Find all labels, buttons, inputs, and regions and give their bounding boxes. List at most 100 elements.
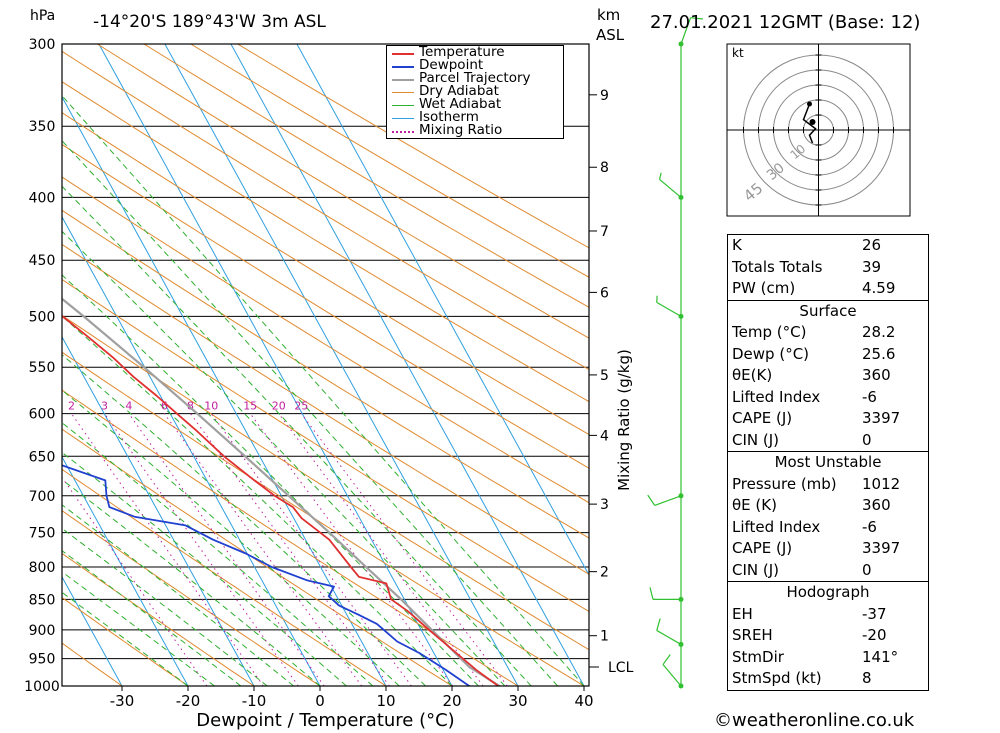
wind-barb bbox=[656, 295, 684, 319]
param-label: Dewp (°C) bbox=[732, 344, 810, 363]
param-label: EH bbox=[732, 604, 753, 623]
temperature-line bbox=[62, 314, 501, 686]
mixing-ratio-axis-title: Mixing Ratio (g/kg) bbox=[615, 349, 633, 491]
surface-row: CAPE (J) 3397 bbox=[728, 408, 928, 430]
surface-row: Lifted Index -6 bbox=[728, 387, 928, 409]
param-value: 0 bbox=[862, 430, 872, 449]
pressure-tick-label: 1000 bbox=[24, 679, 60, 695]
wet-adiabat-line bbox=[62, 185, 532, 686]
chart-legend: Temperature Dewpoint Parcel Trajectory D… bbox=[386, 45, 564, 139]
dry-adiabat-line bbox=[62, 468, 387, 686]
wind-barb bbox=[662, 654, 684, 689]
mixing-ratio-line bbox=[249, 413, 454, 686]
dry-adiabat-line bbox=[62, 314, 589, 651]
legend-swatch bbox=[392, 66, 414, 68]
wind-barb bbox=[649, 587, 684, 602]
isotherm-line bbox=[98, 44, 453, 686]
dewpoint-line bbox=[62, 464, 473, 686]
index-label: PW (cm) bbox=[732, 279, 796, 297]
km-tick-label: 6 bbox=[600, 285, 609, 301]
hodo-row: StmDir 141° bbox=[728, 647, 928, 669]
wet-adiabat-line bbox=[62, 389, 400, 686]
asl-unit: ASL bbox=[596, 26, 625, 44]
wind-barb-flag bbox=[656, 618, 661, 631]
param-value: 3397 bbox=[862, 539, 901, 557]
wet-adiabat-line bbox=[62, 451, 347, 686]
param-label: θE(K) bbox=[732, 366, 773, 384]
pressure-tick-label: 300 bbox=[29, 37, 56, 53]
hodograph-unit: kt bbox=[732, 46, 744, 60]
mixing-ratio-label: 8 bbox=[187, 400, 194, 413]
wet-adiabat-line bbox=[62, 354, 426, 686]
param-value: -6 bbox=[862, 517, 877, 536]
parcel-trajectory-line bbox=[62, 297, 502, 686]
wet-adiabat-line bbox=[62, 315, 453, 686]
mixing-ratio-label: 3 bbox=[101, 400, 108, 413]
param-label: Lifted Index bbox=[732, 517, 821, 536]
hodo-row: EH -37 bbox=[728, 604, 928, 626]
legend-item-isotherm: Isotherm bbox=[387, 109, 563, 125]
pressure-tick-label: 950 bbox=[29, 652, 56, 668]
wind-barb bbox=[656, 618, 684, 647]
wind-barb-staff bbox=[656, 629, 682, 645]
param-value: 360 bbox=[862, 366, 891, 384]
credit-link[interactable]: ©weatheronline.co.uk bbox=[714, 710, 915, 731]
dry-adiabat-line bbox=[237, 44, 589, 249]
isotherm-line bbox=[164, 44, 519, 686]
param-value: -6 bbox=[862, 387, 877, 406]
wet-adiabat-line bbox=[62, 94, 585, 686]
wet-adiabat-line bbox=[62, 140, 558, 686]
hodograph-title: Hodograph bbox=[728, 581, 928, 604]
legend-swatch bbox=[392, 53, 414, 55]
legend-swatch bbox=[392, 105, 414, 106]
param-value: 28.2 bbox=[862, 323, 896, 341]
wind-barb-flag bbox=[690, 17, 703, 20]
legend-label: Isotherm bbox=[419, 109, 479, 125]
wet-adiabat-line bbox=[62, 571, 215, 686]
km-tick-label: 3 bbox=[600, 497, 609, 513]
legend-item-temperature: Temperature bbox=[387, 44, 563, 60]
wind-barb bbox=[647, 493, 684, 506]
wind-barb-flag bbox=[662, 654, 671, 665]
legend-label: Mixing Ratio bbox=[419, 122, 503, 138]
param-value: 1012 bbox=[862, 474, 901, 493]
mu-row: CAPE (J) 3397 bbox=[728, 538, 928, 560]
dry-adiabat-line bbox=[62, 176, 589, 504]
hodo-row: StmSpd (kt) 8 bbox=[728, 668, 928, 690]
wind-barb bbox=[678, 17, 703, 47]
x-tick-label: -30 bbox=[110, 692, 135, 710]
isotherm-line bbox=[62, 95, 387, 686]
x-tick-label: 10 bbox=[376, 692, 395, 710]
index-value: 4.59 bbox=[862, 279, 896, 297]
wind-barb-staff bbox=[659, 178, 682, 198]
legend-swatch bbox=[392, 118, 414, 119]
hodo-row: SREH -20 bbox=[728, 625, 928, 647]
km-unit: km bbox=[597, 6, 621, 24]
mu-row: θE (K) 360 bbox=[728, 495, 928, 517]
dry-adiabat-line bbox=[62, 389, 519, 686]
mixing-ratio-label: 6 bbox=[161, 400, 168, 413]
param-label: Pressure (mb) bbox=[732, 474, 837, 493]
mu-row: Lifted Index -6 bbox=[728, 517, 928, 539]
legend-label: Temperature bbox=[419, 44, 505, 60]
mixing-ratio-label: 4 bbox=[125, 400, 132, 413]
mixing-ratio-label: 10 bbox=[204, 400, 218, 413]
pressure-unit: hPa bbox=[30, 8, 56, 24]
pressure-tick-label: 400 bbox=[29, 190, 56, 206]
surface-row: Temp (°C) 28.2 bbox=[728, 322, 928, 344]
km-tick-label: 9 bbox=[600, 88, 609, 104]
legend-swatch bbox=[392, 131, 414, 133]
x-tick-label: 20 bbox=[442, 692, 461, 710]
mixing-ratio-line bbox=[62, 476, 208, 686]
wet-adiabat-line bbox=[62, 504, 294, 686]
isotherm-line bbox=[230, 44, 585, 686]
mixing-ratio-label: 2 bbox=[68, 400, 75, 413]
surface-row: Dewp (°C) 25.6 bbox=[728, 344, 928, 366]
wind-barb-flag bbox=[658, 172, 662, 180]
legend-swatch bbox=[392, 92, 414, 93]
wet-adiabat-line bbox=[62, 479, 321, 686]
dry-adiabat-line bbox=[62, 209, 589, 539]
plot-frame bbox=[61, 43, 590, 687]
km-tick-label: 5 bbox=[600, 368, 609, 384]
